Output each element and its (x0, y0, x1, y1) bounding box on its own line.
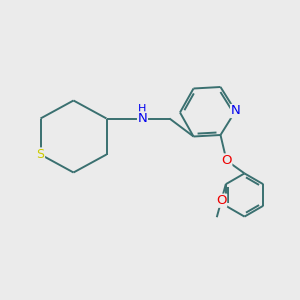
Text: N: N (138, 112, 147, 125)
Text: O: O (221, 154, 232, 167)
Text: N: N (231, 104, 240, 118)
Text: O: O (216, 194, 226, 207)
Text: S: S (37, 148, 44, 161)
Text: H: H (138, 104, 147, 115)
